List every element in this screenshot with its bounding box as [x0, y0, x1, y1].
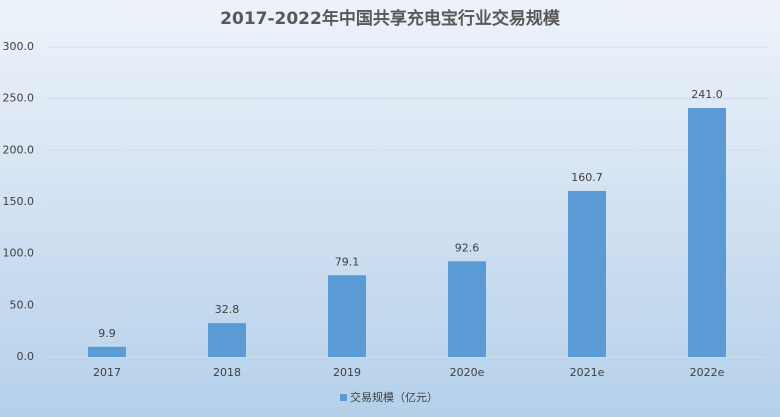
chart-title: 2017-2022年中国共享充电宝行业交易规模 — [220, 8, 561, 29]
y-tick-label: 250.0 — [3, 92, 35, 105]
bar — [448, 261, 486, 357]
legend-label: 交易规模（亿元） — [350, 390, 438, 404]
bar — [688, 107, 726, 357]
x-tick-label: 2017 — [93, 366, 121, 379]
data-label: 160.7 — [571, 171, 603, 184]
y-tick-label: 50.0 — [10, 298, 35, 311]
bar — [328, 275, 366, 357]
x-tick-label: 2022e — [690, 366, 725, 379]
y-tick-label: 150.0 — [3, 195, 35, 208]
x-tick-label: 2020e — [450, 366, 485, 379]
data-label: 32.8 — [215, 303, 240, 316]
y-tick-label: 100.0 — [3, 247, 35, 260]
y-tick-label: 0.0 — [17, 350, 35, 363]
bar — [208, 323, 246, 357]
legend-swatch — [340, 394, 347, 401]
bar — [88, 346, 126, 357]
data-label: 92.6 — [455, 241, 480, 254]
data-label: 9.9 — [98, 327, 116, 340]
x-tick-label: 2018 — [213, 366, 241, 379]
x-tick-label: 2021e — [570, 366, 605, 379]
y-tick-label: 300.0 — [3, 40, 35, 53]
data-label: 241.0 — [691, 88, 723, 101]
y-tick-label: 200.0 — [3, 143, 35, 156]
x-tick-label: 2019 — [333, 366, 361, 379]
data-label: 79.1 — [335, 255, 360, 268]
bar — [568, 190, 606, 357]
